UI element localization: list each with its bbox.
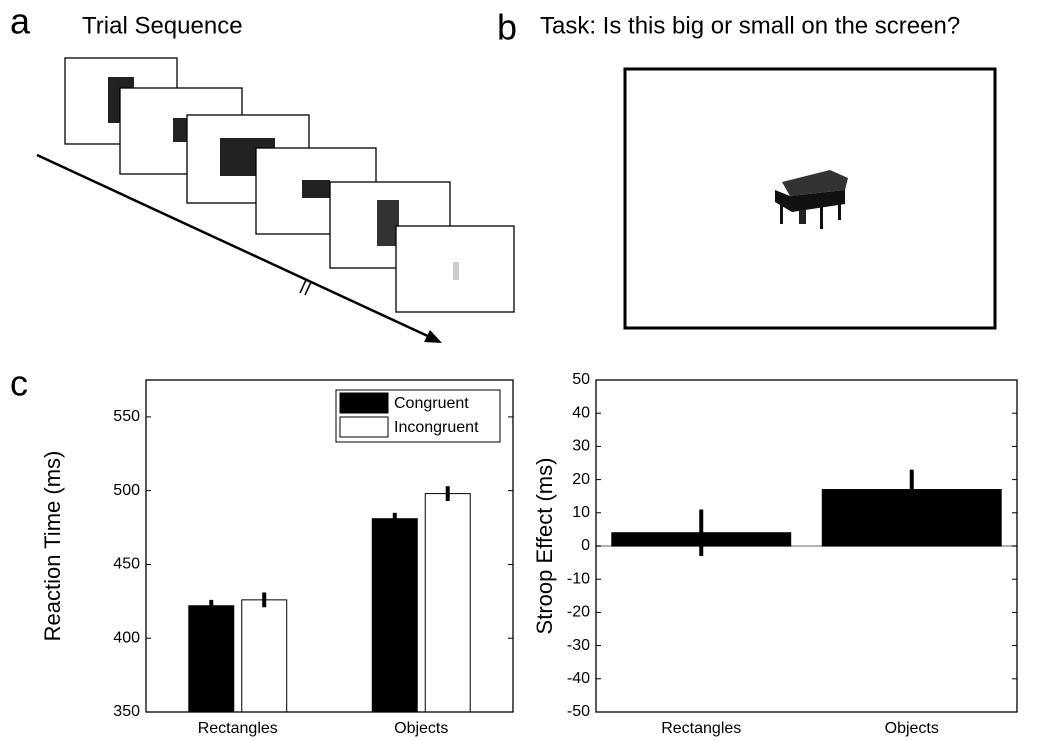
panel-title: Task: Is this big or small on the screen…	[540, 12, 960, 39]
legend-label: Congruent	[394, 395, 469, 412]
x-tick-label: Rectangles	[198, 720, 278, 737]
stimulus	[173, 118, 189, 142]
break-mark	[299, 279, 307, 294]
y-tick-label: 400	[113, 629, 140, 646]
bar-chart: -50 -40 -30 -20 -10 0 10 20 30 40 50 Rectangles Obje…	[532, 371, 1018, 737]
y-tick-label: 450	[113, 556, 140, 573]
time-arrow	[36, 153, 433, 340]
y-tick-label: 500	[113, 482, 140, 499]
x-tick-label: Objects	[885, 720, 939, 737]
bar	[241, 599, 288, 713]
legend-swatch	[339, 416, 389, 438]
y-tick-label: 10	[572, 504, 590, 521]
y-tick-label: 20	[572, 471, 590, 488]
y-tick-label: -30	[567, 637, 590, 654]
panel-label: a	[10, 1, 31, 42]
piano-image	[775, 170, 848, 229]
bar-chart: 350 400 450 500 550 Rectangles Objects Reaction…	[40, 379, 514, 737]
y-tick-label: -20	[567, 604, 590, 621]
y-tick-label: -50	[567, 703, 590, 720]
x-tick-label: Rectangles	[661, 720, 741, 737]
y-axis-label: Stroop Effect (ms)	[532, 458, 557, 635]
trial-sequence	[36, 57, 515, 343]
bar	[188, 605, 235, 713]
panel-label: b	[497, 7, 517, 48]
y-axis-label: Reaction Time (ms)	[40, 451, 65, 642]
stimulus	[453, 262, 459, 280]
bar	[424, 493, 471, 713]
panel-title: Trial Sequence	[82, 12, 243, 39]
bar	[371, 518, 418, 713]
y-tick-label: -40	[567, 670, 590, 687]
y-tick-label: 0	[581, 537, 590, 554]
arrow-head	[424, 330, 442, 343]
panel-label: c	[10, 363, 28, 404]
axes-box	[145, 379, 514, 713]
y-tick-label: 50	[572, 371, 590, 388]
break-mark	[304, 281, 312, 296]
y-tick-label: 550	[113, 408, 140, 425]
stimulus	[377, 200, 399, 246]
legend-label: Incongruent	[394, 419, 479, 436]
y-tick-label: 40	[572, 404, 590, 421]
legend-swatch	[339, 392, 389, 414]
stimulus	[302, 180, 330, 198]
y-tick-label: 30	[572, 438, 590, 455]
y-tick-label: 350	[113, 703, 140, 720]
y-tick-label: -10	[567, 570, 590, 587]
x-tick-label: Objects	[394, 720, 448, 737]
